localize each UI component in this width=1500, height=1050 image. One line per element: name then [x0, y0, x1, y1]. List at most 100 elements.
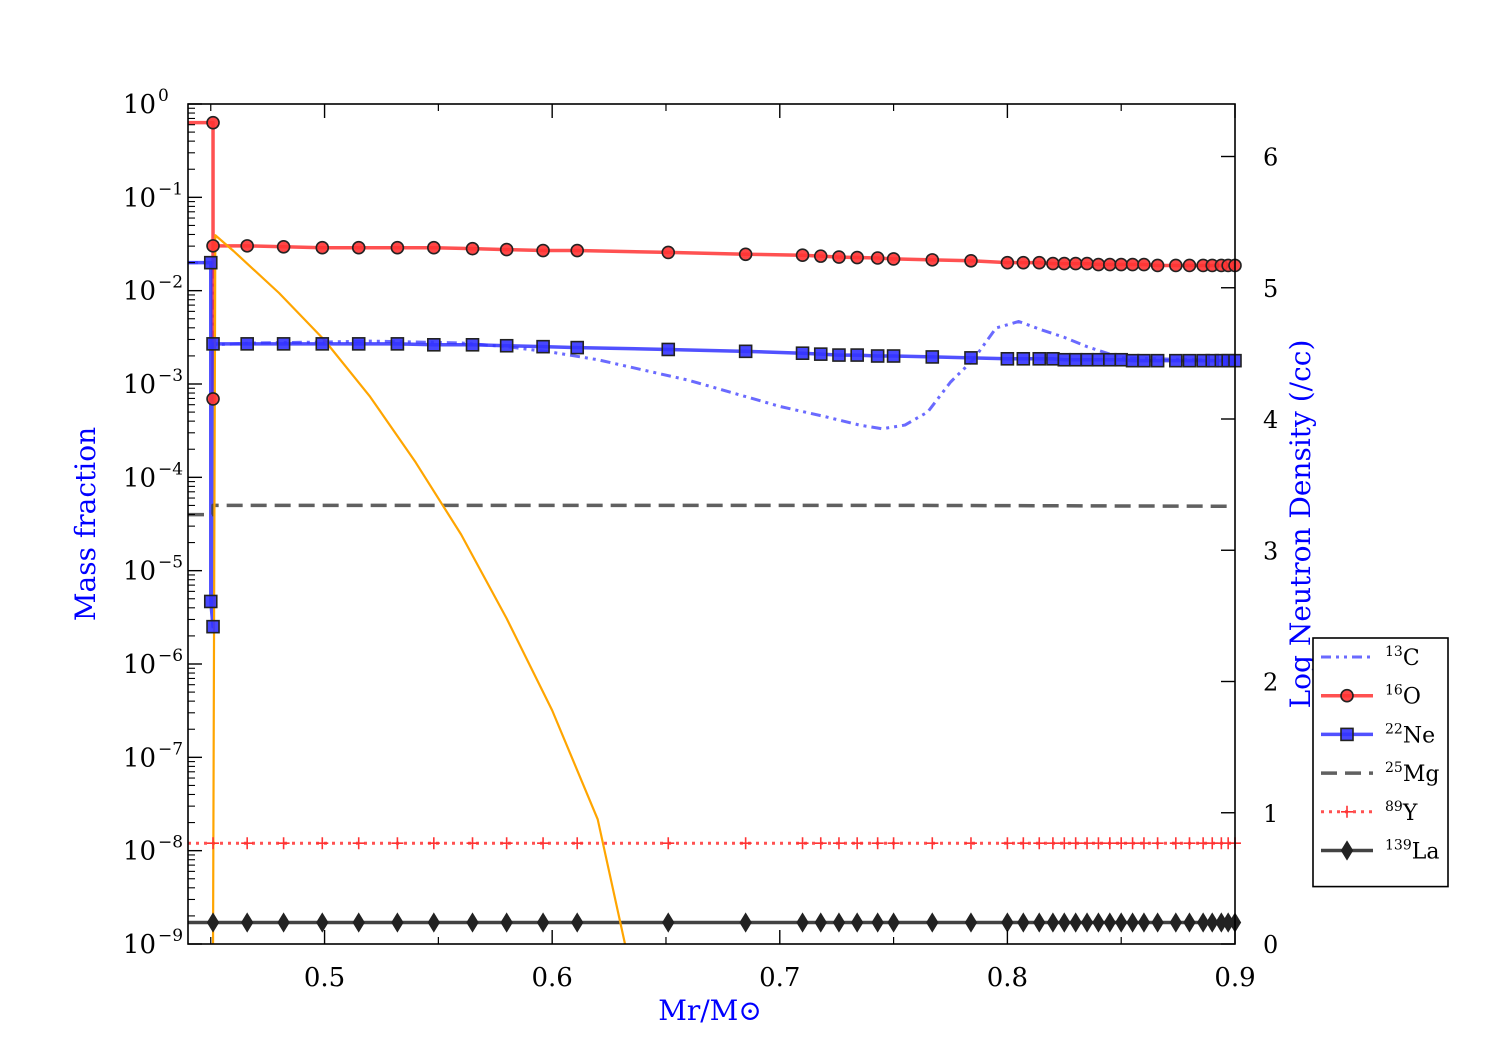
- data-point: [536, 912, 550, 933]
- data-point: [1046, 256, 1060, 271]
- data-point: [813, 347, 828, 361]
- data-point: [427, 240, 441, 255]
- y-tick-label: 10: [123, 277, 156, 307]
- y-tick-label: 10: [123, 90, 156, 120]
- data-point: [964, 351, 978, 365]
- data-point: [886, 349, 901, 363]
- data-point: [465, 337, 480, 352]
- data-point: [206, 392, 220, 406]
- data-point: [661, 342, 676, 357]
- data-point: [662, 912, 675, 933]
- y-tick-exponent: 0: [158, 86, 169, 106]
- y-right-tick-label: 0: [1263, 931, 1278, 959]
- data-point: [1016, 351, 1031, 366]
- y-right-tick-label: 6: [1263, 144, 1278, 172]
- data-point: [1103, 837, 1116, 850]
- data-point: [241, 837, 254, 850]
- data-point: [276, 240, 291, 254]
- data-point: [739, 837, 752, 850]
- data-point: [206, 239, 220, 253]
- y-tick-label: 10: [123, 650, 156, 680]
- data-point: [1196, 912, 1210, 933]
- data-point: [796, 837, 809, 850]
- legend-label: 25Mg: [1385, 760, 1439, 787]
- data-point: [1091, 352, 1106, 367]
- x-tick-label: 0.5: [304, 963, 345, 993]
- data-point: [1183, 837, 1196, 850]
- legend-entry-22ne: 22Ne: [1321, 721, 1435, 748]
- series-markers-16o: [206, 115, 1242, 406]
- plot-frame: [187, 103, 1236, 945]
- data-point: [351, 337, 366, 351]
- data-point: [1206, 912, 1219, 933]
- data-point: [203, 255, 218, 270]
- data-point: [1016, 255, 1031, 270]
- data-point: [1103, 352, 1117, 367]
- marker-layer: [203, 115, 1242, 933]
- y-right-tick-label: 4: [1263, 406, 1278, 434]
- data-point: [738, 344, 753, 359]
- data-point: [887, 837, 900, 850]
- data-point: [315, 240, 330, 255]
- data-point: [500, 837, 513, 850]
- data-point: [466, 912, 479, 933]
- data-point: [1126, 837, 1139, 850]
- y-tick-label: 10: [123, 557, 156, 587]
- data-point: [662, 837, 675, 850]
- legend-label: 139La: [1385, 838, 1439, 865]
- data-point: [795, 248, 810, 262]
- y-tick-exponent: −4: [158, 459, 183, 479]
- data-point: [870, 251, 885, 265]
- y-right-tick-label: 1: [1263, 800, 1278, 828]
- data-point: [1103, 257, 1117, 272]
- y-tick-label: 10: [123, 183, 156, 213]
- data-point: [499, 242, 514, 257]
- data-point: [1182, 258, 1197, 273]
- data-point: [1068, 352, 1083, 367]
- y-tick-exponent: −6: [158, 646, 183, 666]
- data-point: [1125, 257, 1140, 272]
- data-point: [390, 240, 405, 255]
- data-point: [1080, 352, 1094, 367]
- data-point: [1069, 837, 1082, 850]
- data-point: [1150, 258, 1165, 273]
- series-line-25mg: [188, 503, 1235, 517]
- data-point: [1001, 912, 1014, 933]
- data-point: [427, 337, 441, 352]
- data-point: [427, 837, 440, 850]
- data-point: [277, 837, 290, 850]
- data-point: [390, 337, 405, 351]
- data-point: [832, 912, 846, 933]
- data-point: [1046, 912, 1060, 933]
- data-point: [240, 912, 254, 933]
- data-point: [738, 247, 753, 262]
- data-point: [1137, 257, 1151, 272]
- data-point: [1115, 837, 1128, 850]
- data-point: [240, 337, 254, 351]
- data-point: [926, 837, 939, 850]
- legend-label: 16O: [1385, 683, 1421, 710]
- series-markers-22ne: [203, 255, 1242, 634]
- data-point: [964, 912, 978, 933]
- data-point: [739, 912, 752, 933]
- data-point: [1017, 837, 1030, 850]
- data-point: [1114, 352, 1128, 367]
- data-point: [1080, 256, 1094, 271]
- data-point: [1092, 912, 1105, 933]
- data-point: [870, 349, 885, 363]
- data-point: [352, 912, 365, 933]
- data-point: [352, 837, 365, 850]
- data-point: [465, 241, 480, 256]
- data-point: [1033, 837, 1046, 850]
- x-axis-label: Mr/M⊙: [658, 994, 762, 1027]
- data-point: [925, 350, 940, 364]
- y-right-axis-label: Log Neutron Density (/cc): [1284, 340, 1317, 709]
- data-point: [796, 912, 809, 933]
- series-markers-89y: [207, 837, 1241, 850]
- data-point: [886, 252, 901, 266]
- data-point: [1046, 837, 1059, 850]
- data-point: [964, 837, 977, 850]
- data-point: [1091, 257, 1106, 272]
- data-point: [316, 912, 329, 933]
